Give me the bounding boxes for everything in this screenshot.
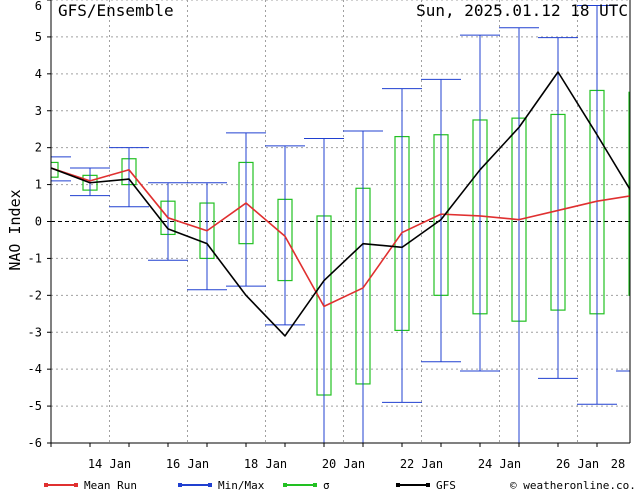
legend-marker	[74, 483, 78, 487]
y-tick-label: 3	[35, 104, 42, 118]
credit-text: © weatheronline.co.uk	[510, 479, 634, 490]
legend-item: GFS	[396, 479, 456, 490]
y-tick-label: 2	[35, 141, 42, 155]
axes	[47, 0, 631, 447]
legend-marker	[178, 483, 182, 487]
legend-marker	[208, 483, 212, 487]
x-tick-label: 26 Jan	[556, 457, 599, 471]
chart-title: GFS/Ensemble	[58, 1, 174, 20]
x-tick-label: 16 Jan	[166, 457, 209, 471]
x-tick-label: 14 Jan	[88, 457, 131, 471]
legend: Mean Run Min/Max σ GFS	[44, 479, 456, 490]
x-tick-label: 28	[611, 457, 625, 471]
run-date-label: Sun, 2025.01.12 18 UTC	[416, 1, 628, 20]
legend-marker	[426, 483, 430, 487]
legend-marker	[396, 483, 400, 487]
legend-label: Mean Run	[84, 479, 137, 490]
y-tick-label: -3	[28, 325, 42, 339]
y-tick-label: 5	[35, 30, 42, 44]
x-tick-label: 18 Jan	[244, 457, 287, 471]
series-lines	[51, 71, 630, 337]
legend-marker	[313, 483, 317, 487]
y-tick-label: -2	[28, 288, 42, 302]
legend-label: σ	[323, 479, 330, 490]
y-tick-label: -5	[28, 399, 42, 413]
y-tick-label: -4	[28, 362, 42, 376]
gfs-line	[51, 71, 630, 337]
y-tick-labels: -6 -5 -4 -3 -2 -1 0 1 2 3 4 5 6	[28, 0, 42, 450]
y-tick-label: 1	[35, 178, 42, 192]
sigma-boxes	[51, 89, 630, 396]
mean-run-line	[51, 167, 630, 308]
y-tick-label: -6	[28, 436, 42, 450]
legend-item: Min/Max	[178, 479, 265, 490]
legend-item: Mean Run	[44, 479, 137, 490]
y-tick-label: 0	[35, 215, 42, 229]
y-axis-label: NAO Index	[6, 189, 24, 270]
x-tick-labels: 14 Jan 16 Jan 18 Jan 20 Jan 22 Jan 24 Jan 26 J…	[88, 457, 625, 471]
legend-label: Min/Max	[218, 479, 265, 490]
y-tick-label: -1	[28, 251, 42, 265]
legend-marker	[283, 483, 287, 487]
legend-label: GFS	[436, 479, 456, 490]
x-tick-label: 24 Jan	[478, 457, 521, 471]
sigma-box	[628, 91, 630, 296]
x-tick-label: 20 Jan	[322, 457, 365, 471]
y-tick-label: 4	[35, 67, 42, 81]
x-tick-label: 22 Jan	[400, 457, 443, 471]
legend-marker	[44, 483, 48, 487]
legend-item: σ	[283, 479, 330, 490]
y-tick-label: 6	[35, 0, 42, 13]
